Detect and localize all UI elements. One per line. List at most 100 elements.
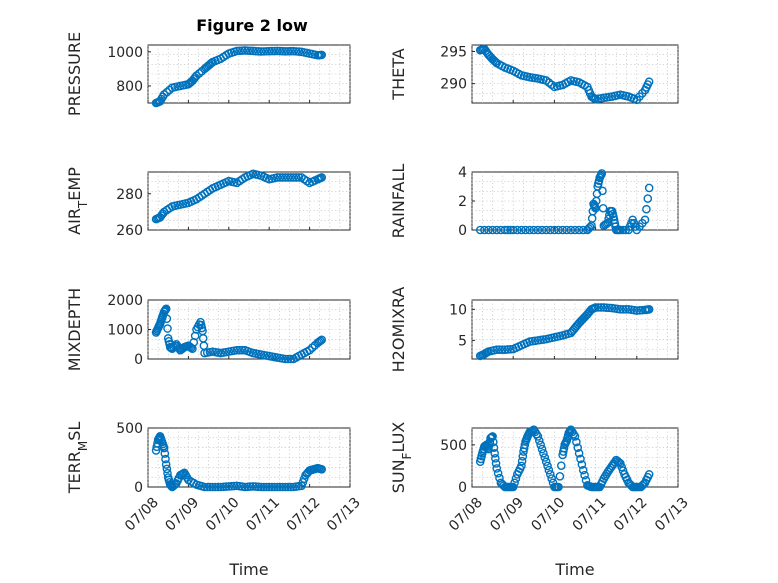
y-tick-label: 280 <box>116 187 143 203</box>
y-tick-label: 260 <box>116 223 143 239</box>
data-point <box>616 305 625 314</box>
data-point <box>513 225 522 235</box>
data-point <box>281 47 290 56</box>
data-point <box>644 77 654 87</box>
x-tick-label: 07/11 <box>243 495 283 535</box>
data-point <box>162 314 172 323</box>
data-point <box>235 345 244 355</box>
x-axis-label: Time <box>228 560 268 579</box>
x-tick-label: 07/12 <box>284 495 324 535</box>
data-point <box>517 461 526 471</box>
y-tick-label: 0 <box>134 480 143 496</box>
data-point <box>637 481 647 490</box>
data-point <box>539 448 548 458</box>
data-point <box>286 46 296 56</box>
data-point <box>644 470 654 479</box>
data-point <box>490 448 499 458</box>
data-point <box>597 169 607 178</box>
data-point <box>283 173 293 182</box>
data-point <box>294 173 304 182</box>
data-point <box>278 482 287 492</box>
data-point <box>254 47 263 56</box>
data-point <box>240 46 250 55</box>
data-point <box>492 225 502 235</box>
figure-title: Figure 2 low <box>196 16 308 35</box>
x-tick-label: 07/13 <box>324 495 364 535</box>
data-point <box>578 225 588 235</box>
data-point <box>259 482 269 492</box>
data-point <box>272 46 282 56</box>
data-point <box>256 482 266 492</box>
data-point <box>517 225 526 235</box>
data-point <box>521 225 530 235</box>
data-point <box>503 345 513 354</box>
data-point <box>272 482 282 492</box>
data-point <box>554 482 563 492</box>
data-point <box>580 470 589 480</box>
data-point <box>283 482 293 492</box>
data-point <box>283 46 293 56</box>
data-point <box>229 481 239 491</box>
data-point <box>488 432 497 441</box>
data-point <box>618 225 628 235</box>
data-point <box>270 46 279 56</box>
y-axis-label: RAINFALL <box>389 164 408 239</box>
data-point <box>262 482 271 492</box>
x-tick-label: 07/08 <box>446 495 486 535</box>
data-point <box>489 443 499 452</box>
data-point <box>517 456 527 466</box>
data-point <box>307 343 317 352</box>
data-point <box>572 437 581 447</box>
data-point <box>205 482 215 492</box>
y-axis-label: TERRMSL <box>65 422 90 495</box>
data-point <box>616 225 625 235</box>
data-point <box>547 474 556 483</box>
data-point <box>644 183 654 193</box>
data-point <box>543 461 552 471</box>
y-tick-label: 4 <box>458 165 467 181</box>
x-tick-label: 07/12 <box>611 495 651 535</box>
data-point <box>281 354 290 364</box>
data-point <box>232 46 242 56</box>
data-point <box>640 215 650 225</box>
data-point <box>598 186 607 196</box>
data-point <box>489 56 499 65</box>
data-point <box>555 472 565 481</box>
data-point <box>213 482 223 492</box>
data-point <box>556 461 566 470</box>
data-point <box>545 225 555 235</box>
y-tick-label: 2000 <box>107 293 143 309</box>
data-point <box>289 173 298 182</box>
data-point <box>500 225 510 235</box>
data-point <box>272 173 282 182</box>
data-point <box>503 225 513 235</box>
data-point <box>621 305 631 314</box>
data-point <box>599 303 609 312</box>
data-point <box>291 173 301 182</box>
data-point <box>558 225 567 235</box>
data-point <box>537 225 547 235</box>
data-point <box>508 225 518 235</box>
data-point <box>235 46 244 56</box>
data-point <box>484 225 493 235</box>
subplot-top-right: 290 295 THETA <box>389 44 679 105</box>
data-point <box>573 443 583 452</box>
data-point <box>162 464 172 474</box>
data-point <box>251 46 261 56</box>
data-point <box>602 303 611 312</box>
data-point <box>254 482 263 492</box>
data-point <box>574 225 584 235</box>
y-tick-label: 290 <box>440 77 467 93</box>
data-point <box>317 335 327 345</box>
data-point <box>598 203 608 213</box>
y-tick-label: 0 <box>458 223 467 239</box>
data-point <box>283 354 293 364</box>
data-point <box>534 436 544 445</box>
y-tick-label: 0 <box>134 352 143 368</box>
x-tick-label: 07/09 <box>487 495 527 535</box>
data-point <box>317 173 327 182</box>
data-point <box>227 481 236 491</box>
data-point <box>591 303 600 312</box>
x-tick-label: 07/10 <box>528 495 568 535</box>
